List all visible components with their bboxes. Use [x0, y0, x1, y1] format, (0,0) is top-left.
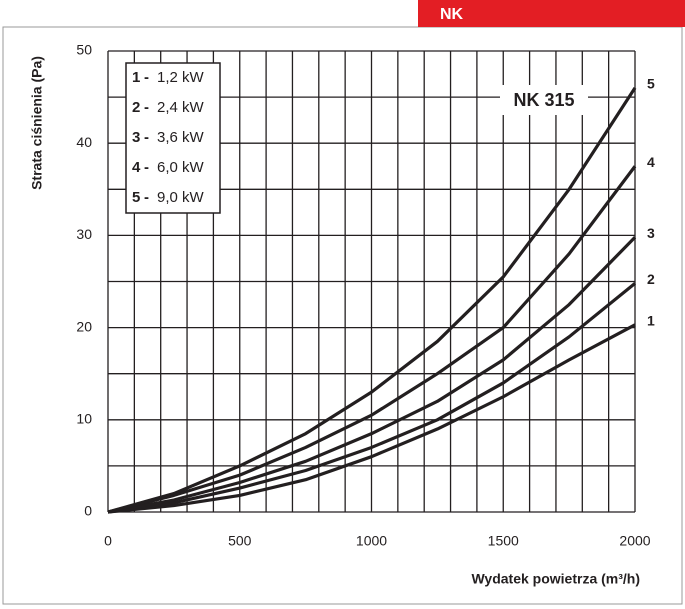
series-end-label: 2: [647, 271, 655, 287]
legend-number: 4: [132, 159, 141, 176]
legend-number: 1: [132, 69, 140, 86]
legend-separator: -: [144, 69, 149, 86]
lines: [107, 87, 637, 514]
legend-label: 3,6 kW: [157, 129, 205, 146]
legend-separator: -: [144, 189, 149, 206]
legend-label: 1,2 kW: [157, 69, 205, 86]
y-axis-label: Strata ciśnienia (Pa): [29, 56, 45, 190]
header-bar: [418, 0, 685, 27]
legend-separator: -: [144, 129, 149, 146]
legend-label: 2,4 kW: [157, 99, 205, 116]
y-tick-label: 50: [76, 42, 92, 58]
y-tick-label: 40: [76, 134, 92, 150]
x-axis-label: Wydatek powietrza (m³/h): [471, 571, 640, 587]
series-end-label: 3: [647, 225, 655, 241]
series-end-label: 5: [647, 76, 655, 92]
y-tick-label: 30: [76, 226, 92, 242]
legend-box: [125, 62, 221, 214]
y-tick-label: 10: [76, 411, 92, 427]
series-end-label: 4: [647, 154, 655, 170]
y-tick-label: 0: [84, 503, 92, 519]
legend-number: 3: [132, 129, 140, 146]
legend: 1-1,2 kW2-2,4 kW3-3,6 kW4-6,0 kW5-9,0 kW: [125, 62, 221, 214]
x-tick-label: 0: [104, 533, 112, 549]
legend-separator: -: [144, 99, 149, 116]
x-tick-label: 2000: [619, 533, 650, 549]
series-line: [107, 323, 636, 514]
series-end-label: 1: [647, 313, 655, 329]
annotation: NK 315: [513, 90, 574, 110]
grid: [107, 50, 636, 513]
header-title: NK: [440, 6, 464, 23]
legend-number: 2: [132, 99, 140, 116]
legend-label: 9,0 kW: [157, 189, 205, 206]
frame: [2, 26, 683, 605]
series-line: [107, 236, 637, 514]
annotation-box: [500, 85, 588, 115]
legend-label: 6,0 kW: [157, 159, 205, 176]
series-line: [107, 282, 637, 514]
series-line: [107, 165, 637, 514]
series-line: [107, 87, 637, 514]
legend-number: 5: [132, 189, 140, 206]
y-tick-label: 20: [76, 318, 92, 334]
x-tick-label: 500: [228, 533, 252, 549]
x-tick-label: 1000: [356, 533, 387, 549]
legend-separator: -: [144, 159, 149, 176]
x-tick-label: 1500: [488, 533, 519, 549]
